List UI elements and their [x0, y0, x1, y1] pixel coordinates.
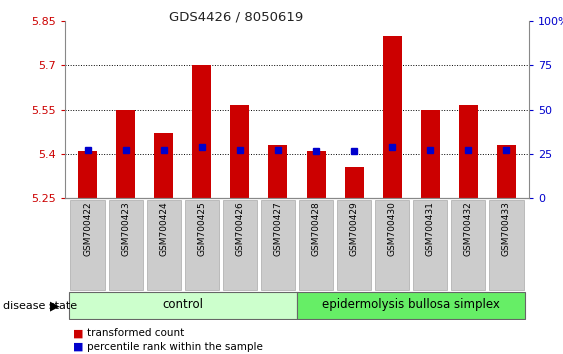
Bar	[421, 110, 440, 198]
Bar	[345, 167, 364, 198]
FancyBboxPatch shape	[146, 200, 181, 290]
Text: GSM700431: GSM700431	[426, 201, 435, 256]
FancyBboxPatch shape	[69, 292, 297, 319]
Bar	[78, 151, 97, 198]
FancyBboxPatch shape	[451, 200, 485, 290]
Text: GDS4426 / 8050619: GDS4426 / 8050619	[169, 11, 303, 24]
Text: percentile rank within the sample: percentile rank within the sample	[87, 342, 263, 352]
Bar	[230, 105, 249, 198]
Bar	[306, 151, 325, 198]
FancyBboxPatch shape	[375, 200, 409, 290]
FancyBboxPatch shape	[297, 292, 525, 319]
FancyBboxPatch shape	[413, 200, 448, 290]
Text: control: control	[162, 298, 203, 311]
Text: GSM700433: GSM700433	[502, 201, 511, 256]
FancyBboxPatch shape	[299, 200, 333, 290]
Bar	[269, 145, 288, 198]
FancyBboxPatch shape	[109, 200, 143, 290]
Bar	[497, 145, 516, 198]
Text: GSM700428: GSM700428	[311, 201, 320, 256]
Bar	[459, 105, 478, 198]
Bar	[193, 65, 211, 198]
Text: epidermolysis bullosa simplex: epidermolysis bullosa simplex	[322, 298, 500, 311]
Text: GSM700430: GSM700430	[388, 201, 397, 256]
Bar	[154, 133, 173, 198]
Text: ▶: ▶	[50, 299, 60, 312]
Text: GSM700422: GSM700422	[83, 201, 92, 256]
Text: GSM700429: GSM700429	[350, 201, 359, 256]
Text: GSM700427: GSM700427	[274, 201, 283, 256]
Text: GSM700426: GSM700426	[235, 201, 244, 256]
Text: ■: ■	[73, 329, 84, 338]
Text: GSM700424: GSM700424	[159, 201, 168, 256]
Text: disease state: disease state	[3, 301, 77, 310]
Text: GSM700432: GSM700432	[464, 201, 473, 256]
FancyBboxPatch shape	[185, 200, 219, 290]
Text: GSM700425: GSM700425	[197, 201, 206, 256]
Bar	[383, 36, 401, 198]
FancyBboxPatch shape	[223, 200, 257, 290]
Bar	[116, 110, 135, 198]
FancyBboxPatch shape	[261, 200, 295, 290]
Text: GSM700423: GSM700423	[121, 201, 130, 256]
FancyBboxPatch shape	[70, 200, 105, 290]
FancyBboxPatch shape	[337, 200, 371, 290]
Text: ■: ■	[73, 342, 84, 352]
FancyBboxPatch shape	[489, 200, 524, 290]
Text: transformed count: transformed count	[87, 329, 185, 338]
